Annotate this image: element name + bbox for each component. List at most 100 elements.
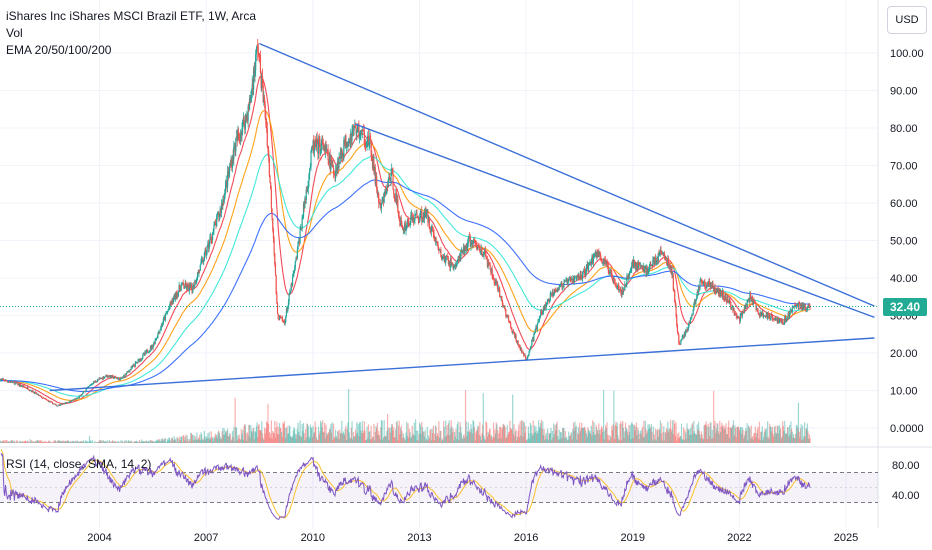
volume-bar [547, 440, 549, 443]
candle-body [336, 166, 338, 171]
candle-body [274, 253, 276, 265]
volume-bar [259, 430, 262, 443]
candle-body [51, 401, 53, 403]
volume-bar [309, 438, 311, 443]
candle-body [496, 283, 498, 285]
candle-body [309, 168, 311, 175]
legend-title[interactable]: iShares Inc iShares MSCI Brazil ETF, 1W,… [6, 9, 257, 23]
candle-body [622, 289, 624, 293]
candle-body [589, 261, 591, 264]
candle-body [626, 275, 628, 285]
candle-body [727, 296, 729, 302]
volume-bar [67, 440, 69, 443]
volume-bar [380, 427, 382, 443]
volume-bar [452, 428, 454, 443]
candle-body [405, 226, 407, 231]
candle-body [187, 284, 189, 286]
volume-bar [178, 439, 180, 443]
candle-body [619, 289, 621, 291]
candle-body [596, 251, 599, 258]
volume-bar [563, 427, 565, 443]
candle-body [199, 270, 201, 272]
rsi-legend[interactable]: RSI (14, close, SMA, 14, 2) [6, 457, 152, 471]
volume-bar [806, 428, 808, 443]
candle-body [797, 304, 799, 307]
candle-body [237, 132, 239, 141]
volume-bar [364, 430, 366, 443]
candle-body [364, 144, 366, 146]
volume-bar [313, 433, 315, 443]
candle-body [736, 317, 739, 318]
volume-bar [295, 438, 297, 443]
candle-body [689, 318, 692, 324]
volume-bar [138, 441, 140, 443]
candle-body [302, 217, 304, 219]
volume-bar [48, 441, 50, 443]
candle-body [323, 149, 325, 151]
volume-bar [599, 434, 601, 443]
candle-body [284, 322, 286, 324]
candle-body [341, 152, 344, 156]
candle-body [125, 372, 128, 375]
candle-body [69, 400, 71, 403]
candle-body [263, 97, 266, 106]
volume-bar [717, 423, 719, 443]
volume-bar [803, 436, 805, 443]
candle-body [689, 322, 691, 324]
candle-body [760, 312, 763, 317]
volume-bar [464, 390, 467, 443]
volume-bar [704, 424, 707, 443]
candle-body [309, 166, 311, 169]
candle-body [341, 152, 343, 157]
volume-bar [474, 440, 476, 443]
price-candles [0, 38, 811, 407]
volume-bar [661, 423, 663, 443]
volume-bar [441, 438, 443, 443]
candle-body [291, 284, 293, 286]
volume-bar [290, 436, 292, 443]
candle-body [481, 248, 483, 254]
candle-body [527, 354, 530, 356]
volume-bar [162, 441, 164, 443]
candle-body [578, 275, 580, 278]
candle-body [28, 389, 30, 391]
volume-bar [306, 423, 308, 443]
candle-body [546, 299, 549, 302]
candle-body [449, 263, 451, 268]
candle-body [404, 223, 406, 231]
candle-body [428, 219, 430, 223]
candle-body [661, 253, 663, 255]
candle-body [719, 288, 721, 297]
volume-bar [236, 440, 238, 443]
candle-body [205, 252, 208, 256]
candle-body [337, 161, 339, 171]
volume-bar [781, 436, 783, 443]
volume-bar [60, 441, 62, 443]
legend-ema[interactable]: EMA 20/50/100/200 [6, 43, 112, 57]
volume-bar [478, 435, 480, 443]
candle-body [749, 293, 751, 302]
candle-body [82, 391, 84, 393]
volume-bar [476, 429, 478, 443]
candle-body [302, 203, 305, 218]
volume-bar [767, 436, 769, 443]
volume-bar [201, 440, 203, 443]
candle-body [134, 365, 136, 367]
currency-button[interactable]: USD [887, 6, 927, 34]
volume-bar [440, 440, 443, 443]
candle-body [58, 404, 60, 406]
volume-bar [697, 429, 699, 443]
volume-bar [544, 439, 546, 443]
candle-body [531, 339, 533, 346]
volume-bar [565, 438, 567, 443]
candle-body [19, 384, 22, 387]
candle-body [667, 258, 670, 266]
grid [0, 0, 932, 528]
candle-body [130, 366, 132, 370]
volume-bar [516, 436, 519, 443]
candle-body [614, 282, 616, 286]
candle-body [295, 257, 297, 262]
volume-bar [736, 427, 739, 443]
legend-vol[interactable]: Vol [6, 26, 23, 40]
